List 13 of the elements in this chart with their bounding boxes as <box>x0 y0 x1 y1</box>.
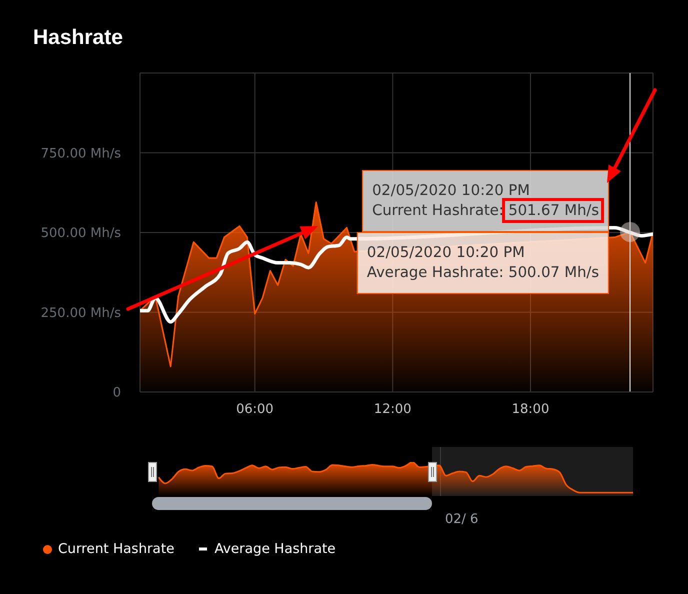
annotation: 02/05/2020 10:20 PM Average Hashrate: 500.07 Mh/s <box>366 244 600 282</box>
annotation: 02/05/2020 10:20 PM Current Hashrate: 501.67 Mh/s <box>372 182 600 219</box>
y-tick-label: 250.00 Mh/s <box>40 306 122 321</box>
text: 02/ 6 <box>445 512 478 527</box>
chart-title: Hashrate <box>33 26 123 49</box>
y-tick-label: 500.00 Mh/s <box>40 226 122 242</box>
y-tick-label: 750.00 Mh/s <box>40 146 122 162</box>
x-tick-label: 06:00 <box>236 402 274 418</box>
legend-label: Average Hashrate <box>214 541 336 557</box>
x-tick-label: 18:00 <box>512 402 550 418</box>
legend-label: Current Hashrate <box>58 541 174 557</box>
x-tick-label: 12:00 <box>374 402 412 418</box>
y-tick-label: 0 <box>112 386 121 401</box>
